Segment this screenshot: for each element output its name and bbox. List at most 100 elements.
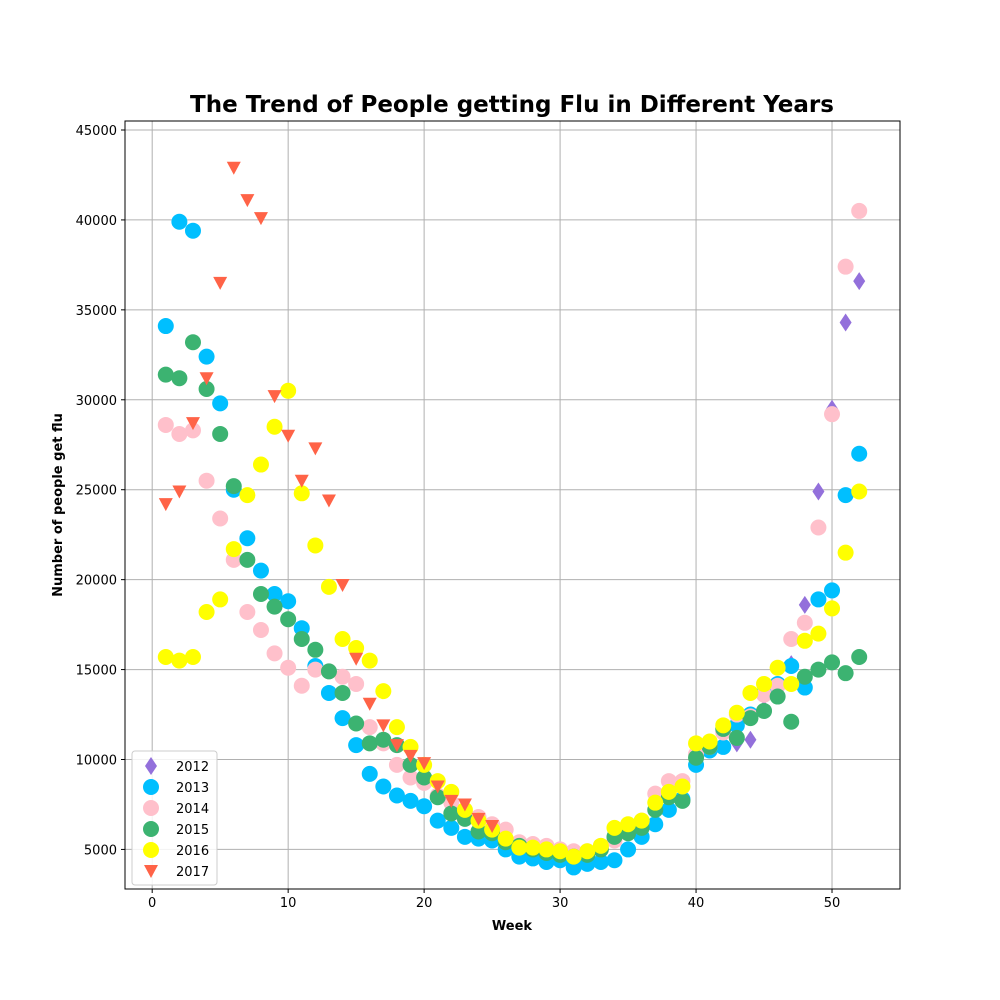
data-point-2015 xyxy=(348,715,365,732)
chart-title: The Trend of People getting Flu in Diffe… xyxy=(190,92,834,118)
data-point-2013 xyxy=(157,318,174,335)
data-point-2015 xyxy=(429,789,446,806)
data-point-2014 xyxy=(783,630,800,647)
data-point-2014 xyxy=(212,510,229,527)
data-point-2016 xyxy=(307,537,324,554)
legend-marker-2015 xyxy=(143,821,159,837)
data-point-2015 xyxy=(157,366,174,383)
data-point-2016 xyxy=(348,639,365,656)
data-point-2013 xyxy=(660,801,677,818)
data-point-2013 xyxy=(429,812,446,829)
data-point-2017 xyxy=(281,429,296,443)
data-point-2013 xyxy=(375,778,392,795)
x-tick-label: 10 xyxy=(280,896,297,911)
legend-label-2014: 2014 xyxy=(176,802,209,817)
data-point-2016 xyxy=(742,684,759,701)
data-point-2017 xyxy=(321,494,336,508)
data-point-2015 xyxy=(688,749,705,766)
data-point-2015 xyxy=(252,586,269,603)
data-point-2016 xyxy=(756,675,773,692)
data-point-2014 xyxy=(837,258,854,275)
data-point-2013 xyxy=(266,586,283,603)
data-point-2015 xyxy=(171,370,188,387)
data-point-2015 xyxy=(756,702,773,719)
data-point-2015 xyxy=(293,630,310,647)
legend-marker-2013 xyxy=(143,779,159,795)
data-point-2017 xyxy=(376,719,391,733)
data-point-2016 xyxy=(701,733,718,750)
data-point-2015 xyxy=(212,425,229,442)
y-tick-label: 35000 xyxy=(76,304,117,319)
data-point-2016 xyxy=(606,819,623,836)
series-2017 xyxy=(158,161,500,834)
data-point-2017 xyxy=(172,485,187,499)
data-point-2016 xyxy=(239,487,256,504)
data-point-2015 xyxy=(851,648,868,665)
y-tick-label: 15000 xyxy=(76,664,117,679)
data-point-2017 xyxy=(253,212,268,226)
legend-label-2012: 2012 xyxy=(176,760,209,775)
data-point-2015 xyxy=(402,756,419,773)
legend-label-2015: 2015 xyxy=(176,823,209,838)
data-point-2012 xyxy=(853,272,866,291)
data-point-2013 xyxy=(320,684,337,701)
data-point-2013 xyxy=(334,710,351,727)
data-point-2013 xyxy=(239,530,256,547)
data-point-2015 xyxy=(198,380,215,397)
data-point-2016 xyxy=(266,418,283,435)
data-point-2012 xyxy=(744,730,757,749)
y-tick-label: 5000 xyxy=(84,843,117,858)
data-point-2016 xyxy=(552,843,569,860)
data-point-2015 xyxy=(416,769,433,786)
data-point-2015 xyxy=(307,641,324,658)
data-points xyxy=(157,161,868,876)
data-point-2013 xyxy=(171,213,188,230)
data-point-2014 xyxy=(824,406,841,423)
data-point-2017 xyxy=(403,749,418,763)
data-point-2013 xyxy=(837,487,854,504)
data-point-2015 xyxy=(334,684,351,701)
data-point-2014 xyxy=(171,425,188,442)
data-point-2017 xyxy=(308,442,323,456)
data-point-2015 xyxy=(783,713,800,730)
data-point-2017 xyxy=(444,794,459,808)
data-point-2016 xyxy=(660,783,677,800)
data-point-2017 xyxy=(430,780,445,794)
data-point-2014 xyxy=(239,604,256,621)
data-point-2015 xyxy=(796,668,813,685)
legend-label-2017: 2017 xyxy=(176,865,209,880)
data-point-2016 xyxy=(524,839,541,856)
data-point-2016 xyxy=(252,456,269,473)
data-point-2016 xyxy=(592,837,609,854)
data-point-2016 xyxy=(783,675,800,692)
data-point-2017 xyxy=(240,194,255,208)
data-point-2017 xyxy=(199,372,214,386)
data-point-2013 xyxy=(252,562,269,579)
data-point-2016 xyxy=(688,735,705,752)
data-point-2013 xyxy=(824,582,841,599)
series-2016 xyxy=(157,382,868,865)
data-point-2013 xyxy=(851,445,868,462)
data-point-2013 xyxy=(198,348,215,365)
data-point-2016 xyxy=(824,600,841,617)
data-point-2017 xyxy=(417,757,432,771)
data-point-2015 xyxy=(824,654,841,671)
x-tick-label: 30 xyxy=(552,896,569,911)
data-point-2014 xyxy=(348,675,365,692)
data-point-2017 xyxy=(158,498,173,512)
y-tick-label: 25000 xyxy=(76,484,117,499)
data-point-2016 xyxy=(212,591,229,608)
data-point-2017 xyxy=(471,812,486,826)
x-tick-label: 0 xyxy=(148,896,156,911)
data-point-2015 xyxy=(742,710,759,727)
x-tick-label: 20 xyxy=(416,896,433,911)
data-point-2014 xyxy=(307,661,324,678)
data-point-2016 xyxy=(647,794,664,811)
x-axis-label: Week xyxy=(492,919,533,934)
data-point-2015 xyxy=(810,661,827,678)
data-point-2016 xyxy=(511,839,528,856)
legend-label-2013: 2013 xyxy=(176,781,209,796)
legend-marker-2012 xyxy=(145,757,157,775)
data-point-2016 xyxy=(620,816,637,833)
data-point-2012 xyxy=(798,595,811,614)
